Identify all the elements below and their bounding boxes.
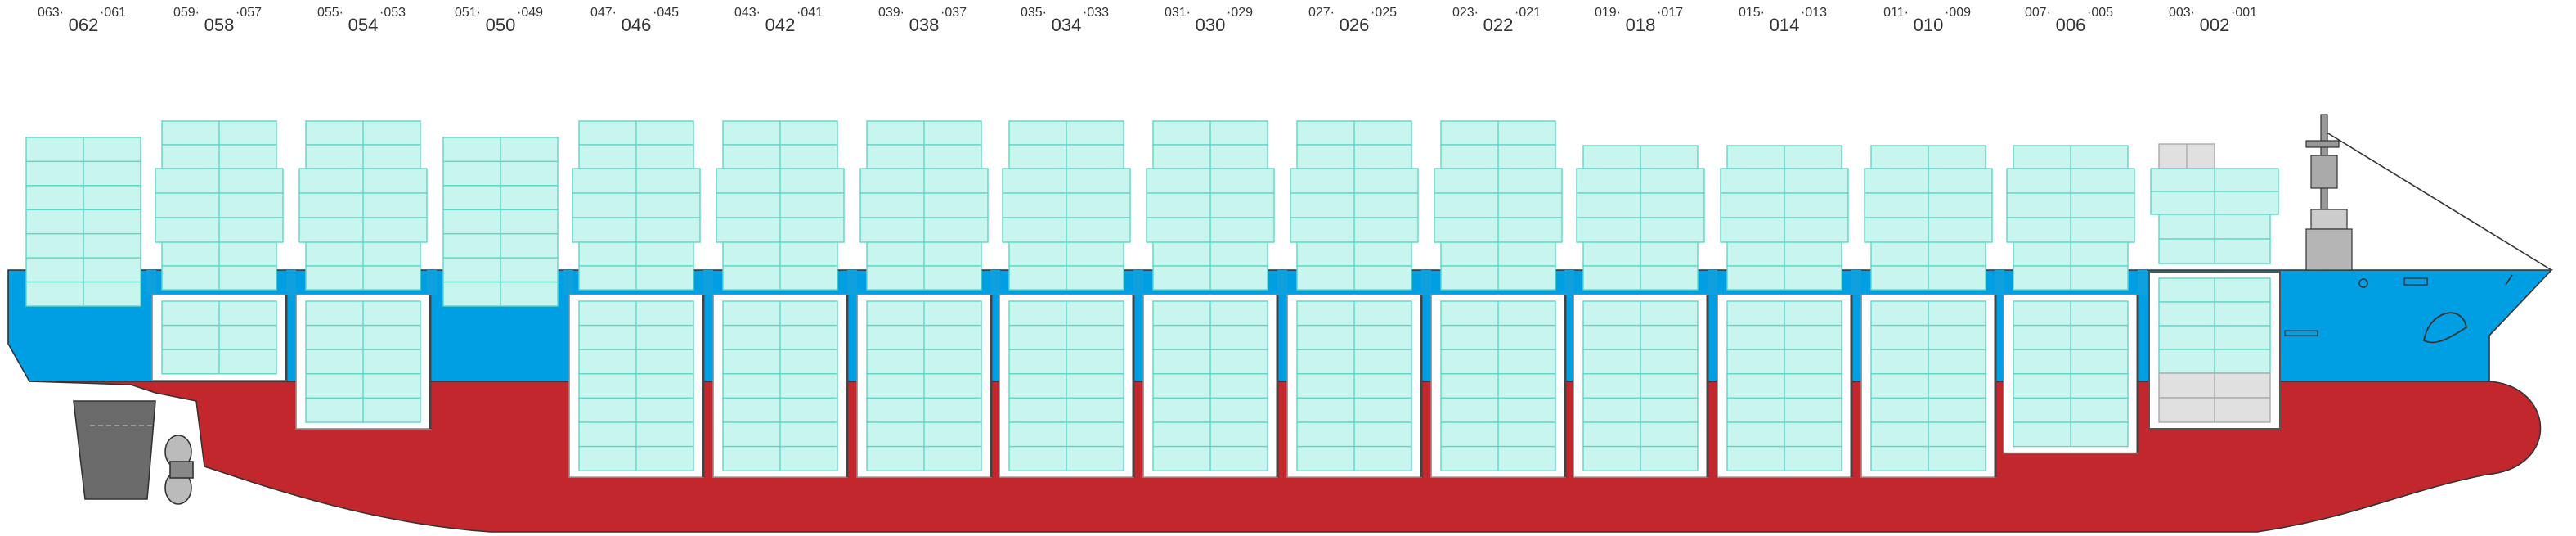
- bay-label-right: ·005: [2087, 6, 2113, 20]
- bay-number: 030: [1196, 15, 1226, 35]
- bay-number: 054: [348, 15, 379, 35]
- bay-label-left: 047·: [590, 6, 617, 20]
- bay-number: 010: [1914, 15, 1944, 35]
- stanchion: [286, 270, 296, 295]
- bay-label-right: ·021: [1515, 6, 1541, 20]
- bay-label-right: ·037: [940, 6, 967, 20]
- bay-number: 058: [204, 15, 235, 35]
- bay-number: 002: [2200, 15, 2230, 35]
- stanchion: [990, 270, 1000, 295]
- bay-label-left: 007·: [2025, 6, 2051, 20]
- bay-label-left: 023·: [1452, 6, 1479, 20]
- bay-label-left: 019·: [1595, 6, 1621, 20]
- bay-label-right: ·057: [236, 6, 262, 20]
- bay-label-right: ·025: [1371, 6, 1397, 20]
- bay-label-left: 031·: [1165, 6, 1191, 20]
- bay-label-left: 059·: [173, 6, 200, 20]
- bow-mark: [2358, 278, 2368, 288]
- bay-label-left: 051·: [455, 6, 481, 20]
- bay-number: 050: [486, 15, 516, 35]
- bow-mark: [2505, 274, 2513, 286]
- bay-label-right: ·049: [517, 6, 543, 20]
- forestay: [2323, 130, 2552, 271]
- vents: [2284, 330, 2318, 336]
- bay-label-right: ·033: [1083, 6, 1109, 20]
- bay-label-left: 055·: [317, 6, 343, 20]
- stanchion: [1133, 270, 1143, 295]
- bay-label-right: ·001: [2231, 6, 2257, 20]
- bay-label-left: 043·: [734, 6, 761, 20]
- mast-house: [2310, 155, 2338, 189]
- bay-number: 062: [69, 15, 99, 35]
- stanchion: [703, 270, 713, 295]
- stanchion: [1995, 270, 2004, 295]
- rudder: [73, 400, 156, 500]
- stanchion: [427, 270, 437, 295]
- propeller-hub: [169, 461, 194, 479]
- bay-label-right: ·013: [1801, 6, 1827, 20]
- bay-number: 014: [1770, 15, 1800, 35]
- bay-label-left: 003·: [2169, 6, 2195, 20]
- bay-label-right: ·009: [1945, 6, 1971, 20]
- bay-number: 022: [1483, 15, 1514, 35]
- stanchion: [563, 270, 573, 295]
- bay-label-left: 035·: [1021, 6, 1047, 20]
- stanchion: [1277, 270, 1287, 295]
- stanchion: [1421, 270, 1431, 295]
- mast-yard: [2305, 140, 2340, 148]
- bay-number: 018: [1626, 15, 1656, 35]
- bay-label-right: ·053: [379, 6, 406, 20]
- stanchion: [2138, 270, 2147, 295]
- bay-label-left: 027·: [1308, 6, 1335, 20]
- bay-number: 042: [765, 15, 796, 35]
- stanchion: [146, 270, 156, 295]
- bay-label-left: 039·: [878, 6, 904, 20]
- deckhouse: [2305, 228, 2353, 271]
- bay-number: 046: [622, 15, 652, 35]
- anchor: [2423, 312, 2468, 344]
- deckhouse: [2310, 209, 2348, 230]
- hawse: [2403, 277, 2428, 286]
- stanchion: [1708, 270, 1717, 295]
- bay-label-left: 015·: [1739, 6, 1765, 20]
- bay-label-right: ·029: [1227, 6, 1253, 20]
- bay-number: 038: [909, 15, 940, 35]
- bay-label-right: ·045: [653, 6, 679, 20]
- bay-number: 006: [2056, 15, 2086, 35]
- bay-label-right: ·017: [1657, 6, 1683, 20]
- bay-number: 026: [1340, 15, 1370, 35]
- stanchion: [847, 270, 857, 295]
- bay-label-left: 011·: [1883, 6, 1909, 20]
- stanchion: [1564, 270, 1574, 295]
- bay-label-left: 063·: [38, 6, 64, 20]
- bay-label-right: ·061: [100, 6, 126, 20]
- bay-label-right: ·041: [797, 6, 823, 20]
- bay-number: 034: [1052, 15, 1082, 35]
- stanchion: [1851, 270, 1861, 295]
